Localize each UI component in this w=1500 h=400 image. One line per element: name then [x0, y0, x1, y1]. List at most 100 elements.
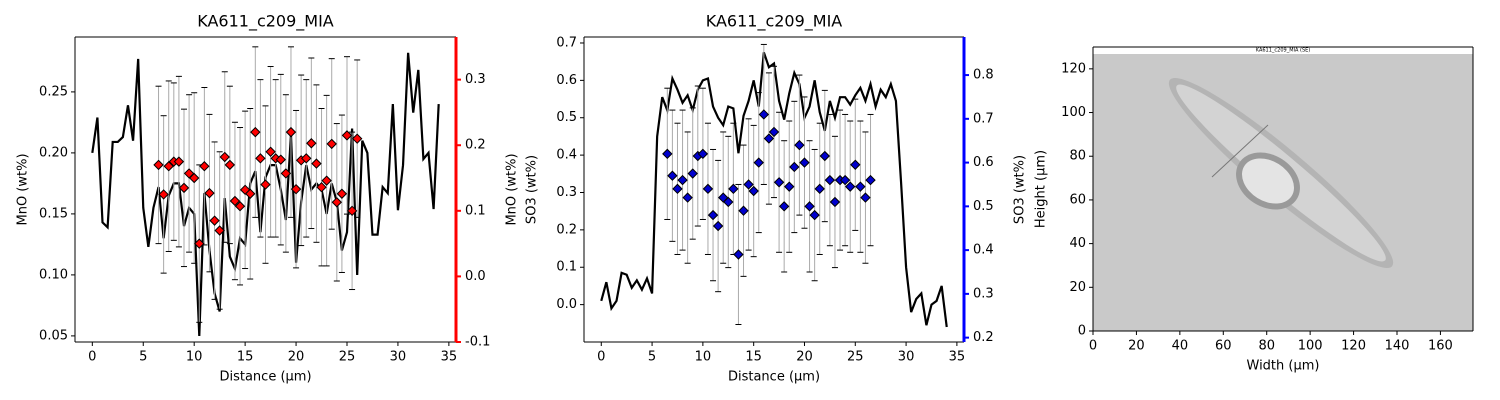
marker	[778, 201, 790, 212]
y2-tick-label: 0.6	[973, 155, 994, 170]
marker	[728, 183, 739, 195]
y-tick-label: 20	[1069, 280, 1086, 295]
x-tick-label: 25	[847, 350, 864, 365]
marker	[804, 201, 815, 212]
x-tick-label: 30	[390, 350, 407, 365]
y2-tick-label: 0.8	[973, 68, 994, 83]
y-tick-label: 0.6	[556, 73, 577, 88]
marker	[712, 220, 724, 232]
marker	[687, 168, 698, 179]
sem-image	[1093, 47, 1473, 331]
y-tick-label: 0.2	[556, 222, 577, 237]
marker	[814, 183, 825, 195]
marker	[194, 238, 205, 249]
y2-tick-label: -0.1	[465, 335, 490, 350]
marker	[743, 179, 754, 190]
marker	[306, 138, 317, 149]
marker	[789, 161, 800, 173]
x-tick-label: 5	[648, 350, 656, 365]
marker	[733, 249, 744, 260]
marker	[667, 170, 678, 181]
marker	[178, 182, 190, 194]
x-tick-label: 0	[597, 350, 605, 365]
marker	[682, 192, 693, 203]
marker	[748, 185, 759, 197]
x-tick-label: 160	[1428, 339, 1453, 354]
marker	[662, 148, 673, 160]
marker	[224, 159, 236, 171]
x-tick-label: 0	[1089, 339, 1097, 354]
marker	[290, 183, 302, 195]
x-tick-label: 60	[1215, 339, 1232, 354]
y-tick-label: 0.05	[39, 328, 68, 343]
marker	[214, 225, 225, 236]
x-tick-label: 10	[695, 350, 712, 365]
marker	[301, 153, 312, 164]
y-tick-label: 0.15	[39, 206, 68, 221]
marker	[199, 161, 210, 172]
y2-tick-label: 0.3	[973, 286, 994, 301]
marker	[672, 183, 683, 195]
marker	[260, 179, 271, 190]
y-tick-label: 0.20	[39, 145, 68, 160]
marker	[758, 109, 770, 120]
y-tick-label: 0.25	[39, 84, 68, 99]
marker	[346, 205, 358, 217]
marker	[209, 215, 220, 226]
x-tick-label: 140	[1385, 339, 1410, 354]
marker	[316, 181, 327, 193]
data-line	[600, 51, 948, 328]
y2-axis-label: MnO (wt%)	[505, 153, 520, 225]
marker	[819, 150, 831, 162]
marker	[784, 181, 795, 192]
marker	[173, 156, 185, 167]
y2-tick-label: 0.2	[465, 138, 486, 153]
y-axis-label: Height (µm)	[1034, 150, 1049, 228]
marker	[336, 188, 348, 199]
x-tick-label: 100	[1298, 339, 1323, 354]
y2-tick-label: 0.5	[973, 199, 994, 214]
marker	[824, 174, 836, 186]
marker	[677, 174, 688, 186]
marker	[799, 157, 810, 168]
x-tick-label: 40	[1172, 339, 1189, 354]
marker	[855, 181, 866, 192]
x-tick-label: 0	[88, 350, 96, 365]
marker	[809, 209, 820, 221]
x-tick-label: 5	[139, 350, 147, 365]
marker	[321, 175, 332, 186]
marker	[860, 192, 871, 203]
marker	[850, 159, 861, 170]
y2-tick-label: 0.2	[973, 330, 994, 345]
y-tick-label: 0.1	[556, 260, 577, 275]
marker	[794, 139, 805, 151]
marker	[311, 158, 322, 169]
marker	[839, 174, 851, 186]
x-tick-label: 10	[186, 350, 203, 365]
y-axis-label: SO3 (wt%)	[525, 155, 540, 224]
marker	[865, 174, 876, 186]
marker	[773, 177, 785, 188]
marker	[285, 126, 297, 138]
marker	[707, 209, 719, 221]
y-tick-label: 0.7	[556, 35, 577, 50]
y-tick-label: 0.5	[556, 110, 577, 125]
x-tick-label: 15	[745, 350, 762, 365]
y2-tick-label: 0.3	[465, 72, 486, 87]
y-tick-label: 0.3	[556, 185, 577, 200]
marker	[331, 197, 343, 208]
marker	[326, 138, 337, 150]
marker	[255, 153, 266, 164]
profile-line	[1211, 124, 1269, 178]
x-tick-label: 35	[441, 350, 458, 365]
x-tick-label: 20	[1128, 339, 1145, 354]
marker	[153, 159, 164, 171]
y-tick-label: 120	[1061, 61, 1086, 76]
marker	[280, 168, 292, 179]
y2-tick-label: 0.7	[973, 111, 994, 126]
marker	[697, 148, 709, 160]
y-tick-label: 80	[1069, 149, 1086, 164]
y-tick-label: 0.0	[556, 297, 577, 312]
y2-axis-label: SO3 (wt%)	[1013, 155, 1028, 224]
